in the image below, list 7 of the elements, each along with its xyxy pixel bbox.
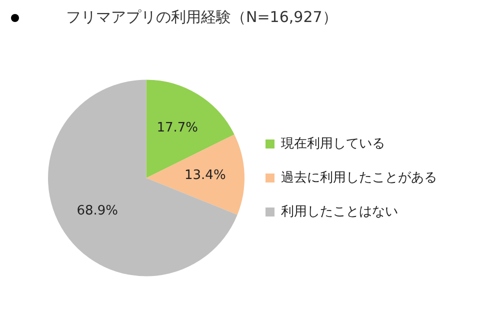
legend-label: 利用したことはない: [281, 204, 398, 220]
legend-label: 現在利用している: [281, 136, 385, 152]
data-label: 13.4%: [184, 168, 226, 184]
data-label: 17.7%: [156, 120, 198, 136]
legend-label: 過去に利用したことがある: [281, 170, 437, 186]
chart-title: フリマアプリの利用経験（N=16,927）: [66, 8, 338, 27]
data-label: 68.9%: [76, 203, 118, 218]
